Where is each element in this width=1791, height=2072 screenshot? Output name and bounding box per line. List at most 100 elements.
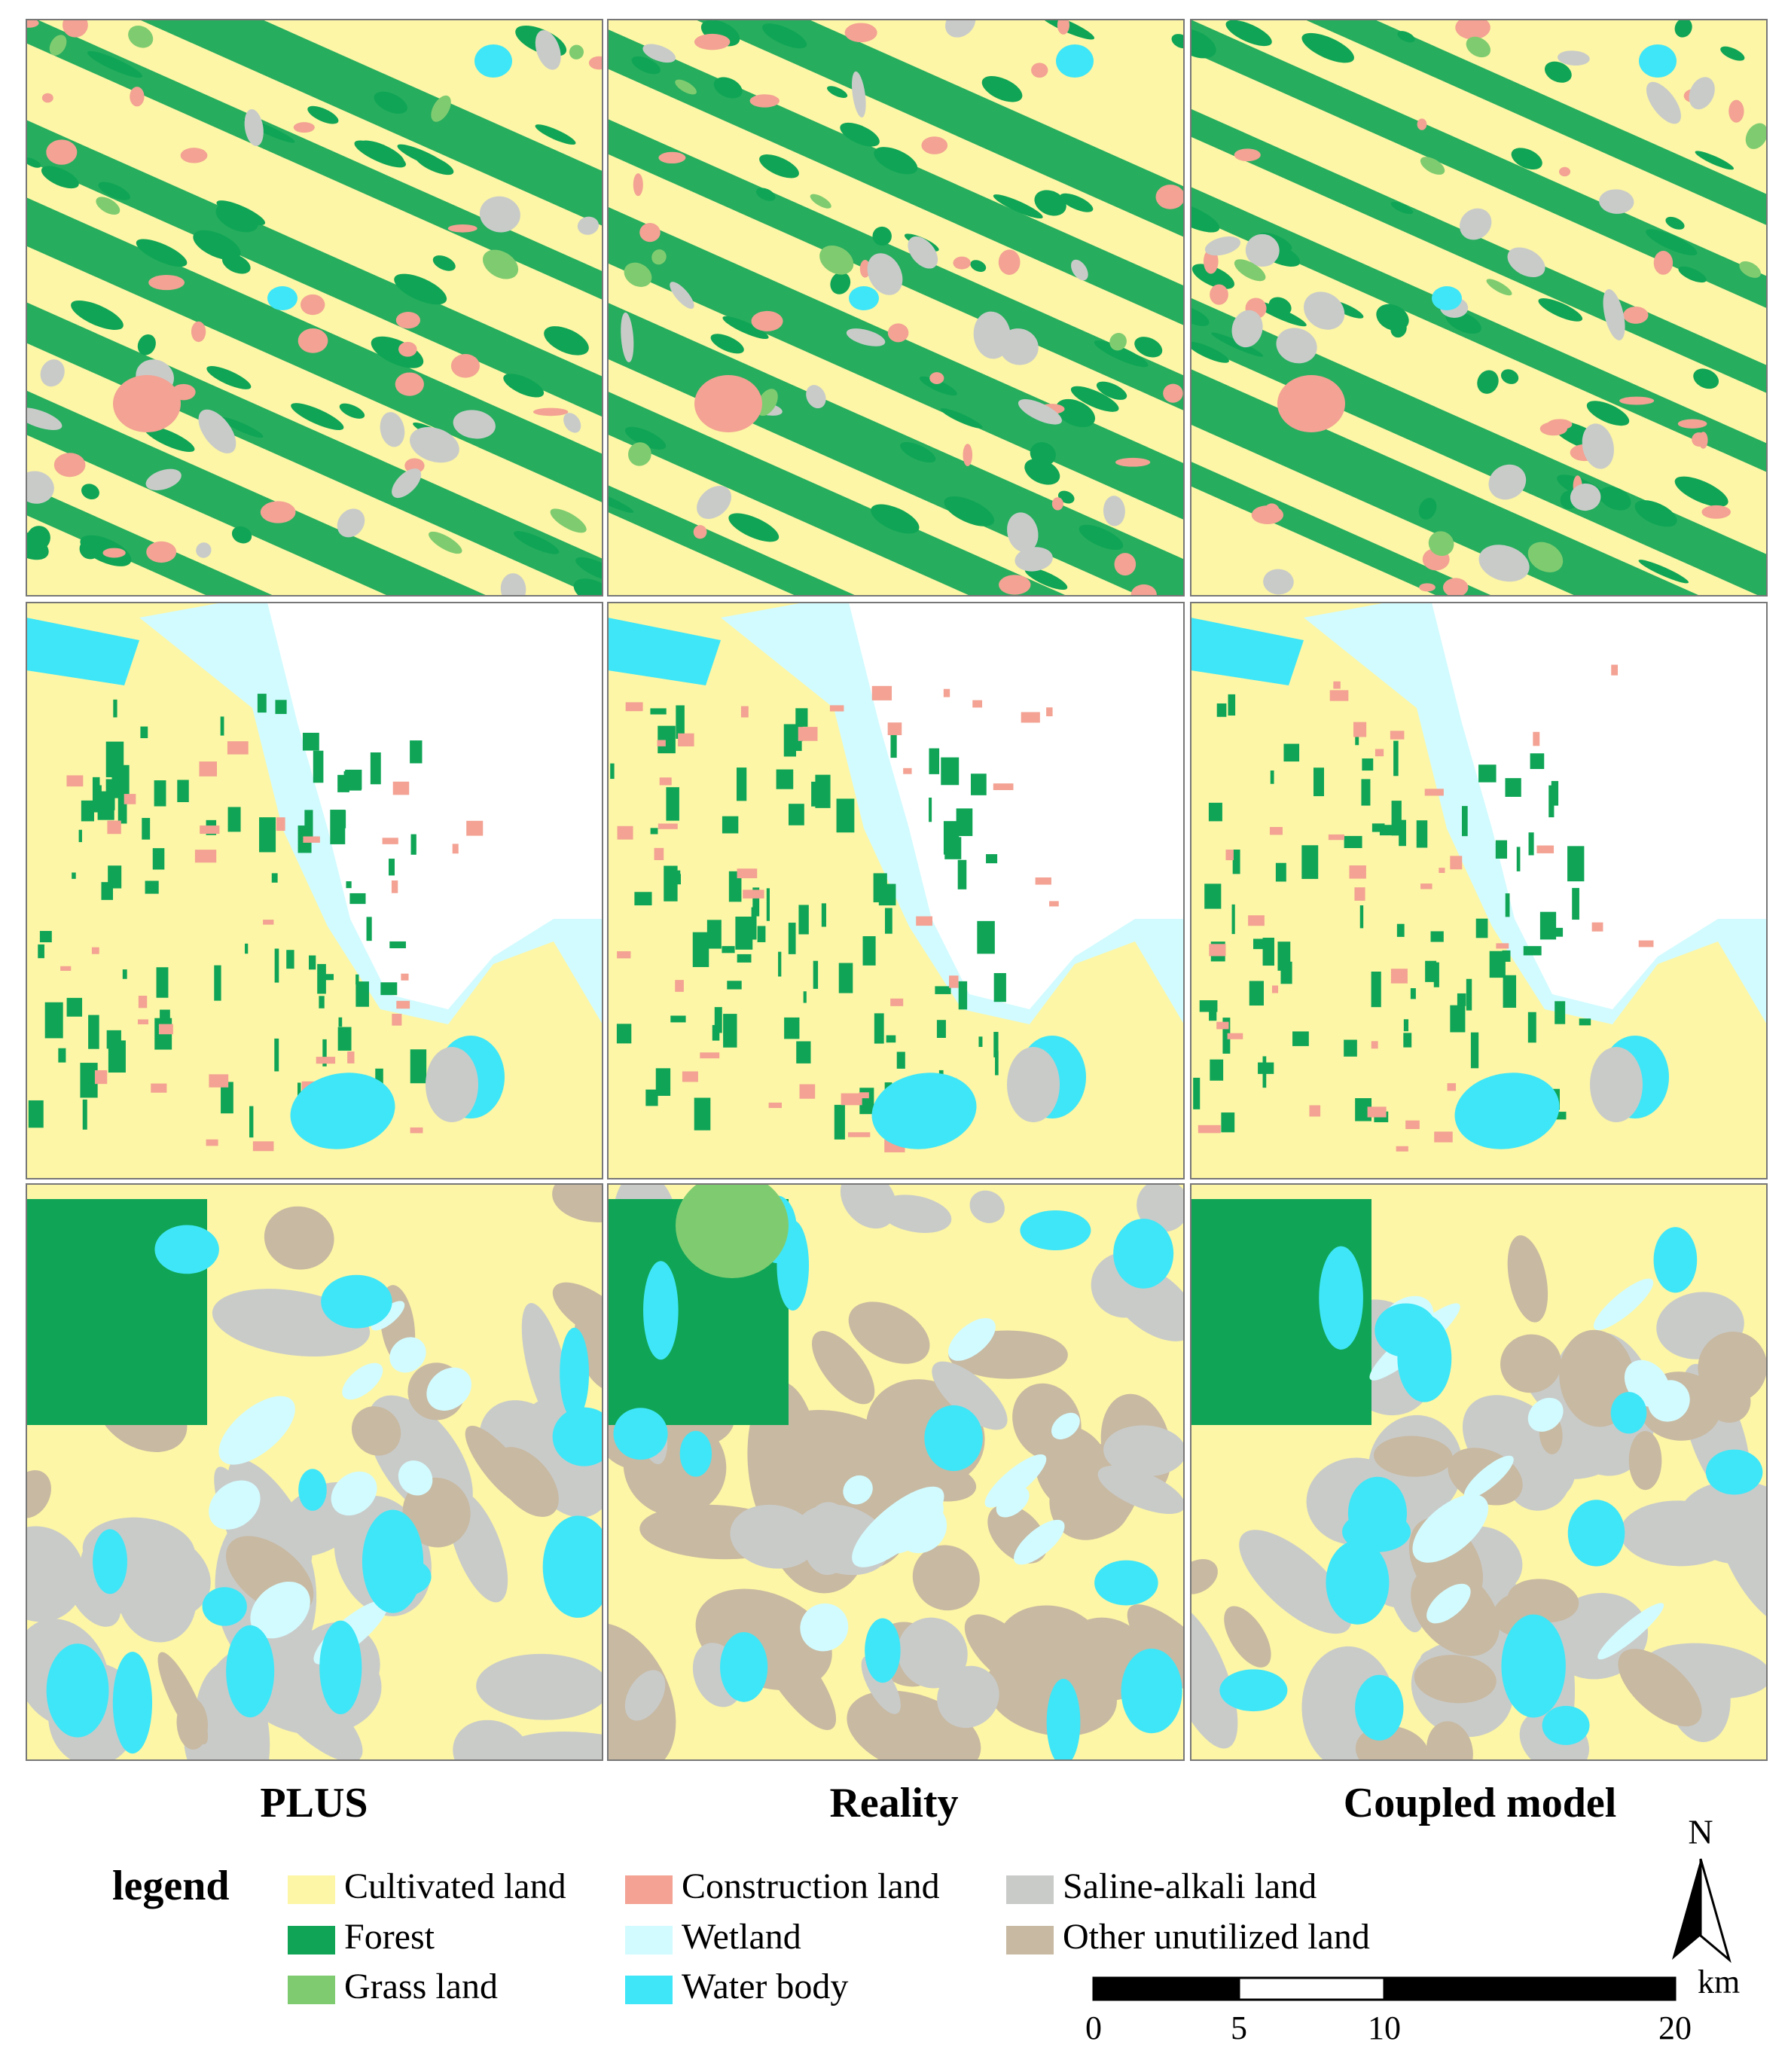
construction-plot (227, 741, 249, 755)
land-patch (759, 154, 799, 179)
forest-plot (117, 797, 127, 824)
legend-label: Forest (344, 1917, 435, 1957)
land-patch (1137, 1184, 1184, 1232)
land-patch (1191, 29, 1216, 59)
construction-plot (1450, 856, 1463, 870)
construction-plot (1272, 985, 1279, 993)
land-patch (998, 249, 1021, 275)
land-patch (49, 35, 67, 56)
legend-swatch (288, 1875, 335, 1904)
legend-swatch (1006, 1926, 1054, 1955)
land-patch (1375, 1303, 1438, 1358)
forest-plot (1505, 778, 1521, 797)
construction-plot (1309, 1105, 1321, 1117)
land-patch (290, 1073, 395, 1149)
land-patch (849, 286, 879, 310)
land-patch (1239, 1530, 1352, 1634)
forest-plot (410, 740, 423, 764)
forest-plot (1228, 694, 1236, 716)
forest-band (26, 384, 603, 596)
forest-plot (1222, 1018, 1231, 1054)
land-patch (198, 409, 236, 453)
forest-plot (935, 986, 951, 994)
forest-plot (886, 1035, 896, 1043)
construction-plot (1329, 690, 1349, 701)
forest-plot (38, 944, 44, 959)
land-patch (1071, 259, 1088, 281)
construction-plot (263, 920, 274, 925)
land-patch (1210, 284, 1228, 305)
forest-plot (46, 1023, 53, 1035)
construction-plot (1198, 1124, 1221, 1134)
forest-plot (1555, 1001, 1566, 1024)
forest-plot (375, 1068, 383, 1088)
forest-band (608, 384, 1184, 596)
forest-band (1191, 287, 1767, 596)
land-patch (260, 501, 296, 523)
land-patch (1130, 584, 1157, 596)
construction-plot (466, 820, 484, 836)
map-content (608, 1184, 1184, 1760)
land-patch (1420, 157, 1445, 175)
forest-plot (789, 804, 804, 825)
forest-plot (722, 816, 739, 834)
forest-plot (154, 780, 166, 807)
forest-plot (1204, 883, 1222, 909)
land-patch (887, 323, 909, 343)
forest-plot (784, 1017, 800, 1039)
land-patch (206, 366, 252, 389)
forest-plot (410, 834, 416, 855)
column-title: PLUS (260, 1780, 368, 1826)
forest-plot (943, 821, 960, 855)
land-patch (710, 334, 744, 354)
map-frame (607, 602, 1185, 1179)
land-patch (1558, 166, 1571, 177)
forest-plot (1530, 753, 1545, 769)
forest-plot (884, 908, 892, 934)
map-frame (607, 1183, 1185, 1761)
construction-plot (740, 706, 749, 718)
construction-plot (743, 890, 764, 899)
forest-plot (1313, 767, 1324, 797)
land-patch (26, 1526, 85, 1622)
land-patch (392, 468, 422, 499)
land-patch (1539, 422, 1567, 436)
land-patch (191, 321, 206, 343)
land-patch (1390, 201, 1414, 215)
land-patch (26, 157, 41, 168)
land-patch (426, 1047, 478, 1122)
land-patch (193, 230, 241, 261)
land-patch (1619, 396, 1655, 405)
map-frame (1190, 602, 1768, 1179)
construction-plot (916, 916, 933, 926)
forest-plot (978, 1036, 983, 1047)
construction-plot (1367, 1106, 1387, 1118)
land-patch (1397, 31, 1415, 43)
land-patch (969, 1190, 1005, 1223)
forest-plot (1283, 743, 1300, 762)
land-patch (1046, 1678, 1081, 1760)
construction-plot (1225, 850, 1234, 861)
unmapped-area (1432, 603, 1767, 1009)
forest-plot (995, 1051, 999, 1076)
land-patch (1018, 399, 1062, 425)
north-label: N (1688, 1813, 1713, 1851)
land-patch (300, 294, 325, 316)
land-patch (1454, 1073, 1560, 1149)
land-patch (751, 310, 783, 331)
land-patch (1507, 1235, 1548, 1323)
forest-band (1191, 364, 1767, 596)
forest-plot (111, 764, 130, 798)
land-patch (624, 262, 652, 287)
forest-plot (1457, 993, 1466, 1006)
forest-plot (1502, 950, 1511, 962)
land-patch (1020, 1210, 1091, 1250)
forest-plot (993, 972, 1006, 1002)
land-patch (1355, 1674, 1404, 1741)
construction-plot (625, 702, 643, 712)
land-patch (843, 1475, 873, 1505)
land-patch (628, 442, 651, 466)
forest-plot (958, 981, 968, 1010)
land-patch (720, 1632, 768, 1702)
land-patch (871, 1073, 977, 1149)
